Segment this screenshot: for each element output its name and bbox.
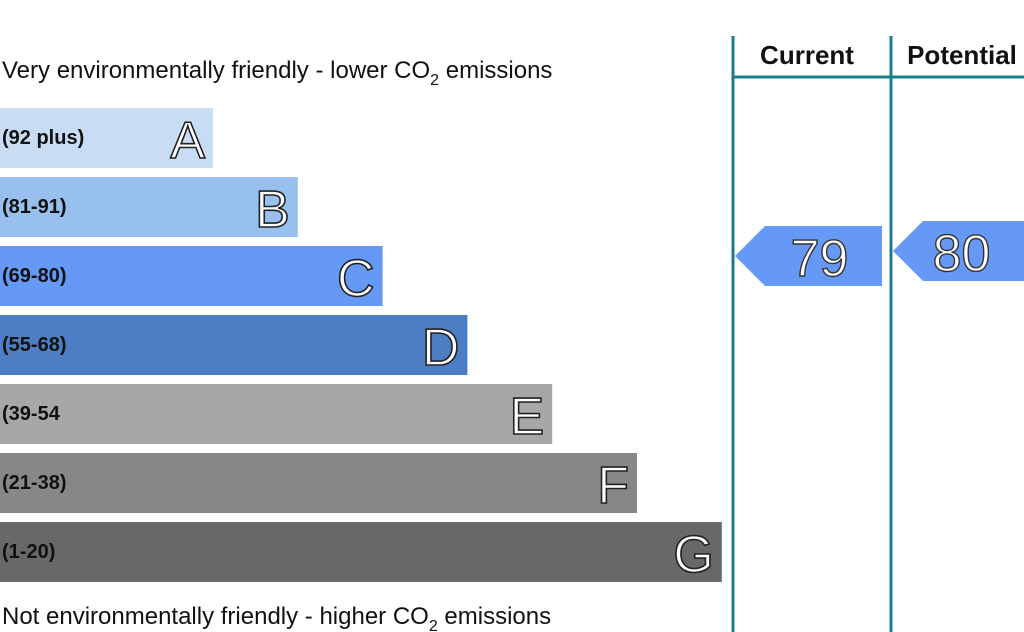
band-letter: F [597,457,629,515]
bottom-caption: Not environmentally friendly - higher CO… [2,603,551,632]
rating-value: 80 [933,225,991,283]
column-header: Current [760,40,854,70]
band-bar [0,384,553,444]
band-letter: A [170,112,205,170]
band-range: (1-20) [2,541,55,563]
caption-text: emissions [439,57,552,84]
top-caption: Very environmentally friendly - lower CO… [2,57,552,89]
band-bar [0,108,213,168]
band-letter: G [673,526,713,584]
caption-text: Not environmentally friendly - higher CO [2,603,429,630]
band-range: (39-54 [2,403,61,425]
caption-sub: 2 [430,72,439,89]
band-bar [0,246,383,306]
band-range: (21-38) [2,472,66,494]
band-range: (69-80) [2,265,66,287]
rating-arrow [735,226,882,286]
band-bar [0,315,468,375]
column-header: Potential [907,40,1017,70]
caption-sub: 2 [429,618,438,632]
band-bar [0,177,298,237]
caption-text: emissions [438,603,551,630]
band-letter: D [422,319,460,377]
caption-text: Very environmentally friendly - lower CO [2,57,430,84]
rating-value: 79 [791,230,849,288]
rating-arrow [893,221,1024,281]
band-bar [0,453,637,513]
band-bar [0,522,722,582]
band-letter: E [510,388,545,446]
band-letter: B [255,181,290,239]
band-range: (81-91) [2,196,66,218]
band-range: (55-68) [2,334,66,356]
band-range: (92 plus) [2,127,84,149]
band-letter: C [337,250,375,308]
